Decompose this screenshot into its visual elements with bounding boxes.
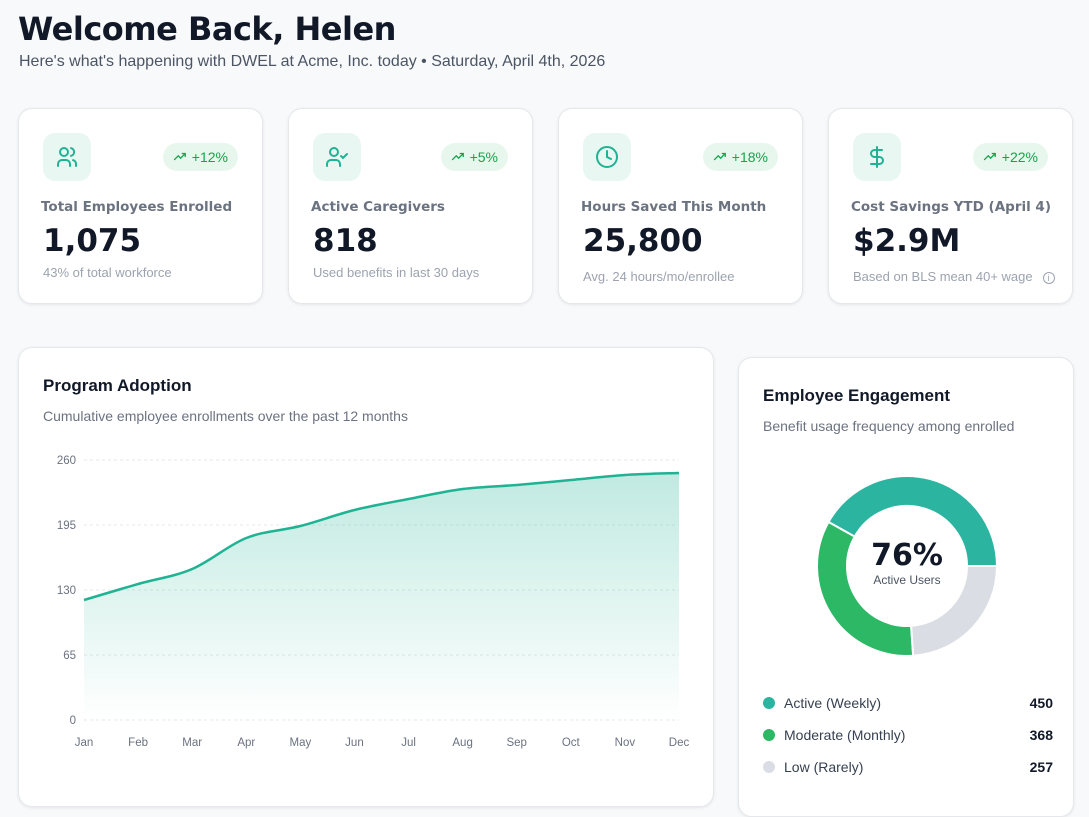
engagement-subtitle: Benefit usage frequency among enrolled <box>763 418 1015 434</box>
donut-slice[interactable] <box>827 475 999 567</box>
x-tick-label: Dec <box>669 737 690 749</box>
stat-note: Based on BLS mean 40+ wage i <box>853 269 1055 284</box>
x-tick-label: Apr <box>237 737 255 749</box>
data-point[interactable] <box>565 474 577 486</box>
data-point[interactable] <box>186 563 198 575</box>
area-fill <box>84 473 679 720</box>
change-badge: +18% <box>702 143 778 171</box>
x-tick-label: Feb <box>128 737 148 749</box>
data-point[interactable] <box>294 520 306 532</box>
users-icon <box>43 133 91 181</box>
stat-label: Active Caregivers <box>311 199 445 215</box>
x-tick-label: Jul <box>401 737 416 749</box>
x-tick-label: Jan <box>75 737 94 749</box>
x-tick-label: Jun <box>345 737 364 749</box>
donut-center-label: Active Users <box>873 573 941 587</box>
trending-up-icon <box>173 152 186 161</box>
x-tick-label: Sep <box>506 737 526 749</box>
legend-item: Low (Rarely) 257 <box>763 759 1053 775</box>
stat-value: 1,075 <box>43 223 142 259</box>
stat-value: $2.9M <box>853 223 961 259</box>
dollar-icon <box>853 133 901 181</box>
data-point[interactable] <box>240 532 252 544</box>
data-point[interactable] <box>348 504 360 516</box>
stat-label: Cost Savings YTD (April 4) <box>851 199 1051 215</box>
data-point[interactable] <box>673 467 685 479</box>
program-adoption-card: Program Adoption Cumulative employee enr… <box>18 347 714 807</box>
engagement-donut <box>816 475 999 657</box>
stat-label: Hours Saved This Month <box>581 199 767 215</box>
legend-value: 257 <box>1029 759 1053 775</box>
data-point[interactable] <box>403 493 415 505</box>
y-tick-label: 195 <box>57 520 76 532</box>
stat-card: +18% Hours Saved This Month 25,800 Avg. … <box>558 108 803 304</box>
y-tick-label: 65 <box>63 650 76 662</box>
stat-value: 25,800 <box>583 223 703 259</box>
data-point[interactable] <box>457 483 469 495</box>
clock-icon <box>583 133 631 181</box>
stat-card: +5% Active Caregivers 818 Used benefits … <box>288 108 533 304</box>
user-check-icon <box>313 133 361 181</box>
legend-label: Moderate (Monthly) <box>784 727 906 743</box>
engagement-title: Employee Engagement <box>763 386 951 405</box>
stat-card: +22% Cost Savings YTD (April 4) $2.9M Ba… <box>828 108 1073 304</box>
legend-value: 450 <box>1029 695 1053 711</box>
stat-note: Avg. 24 hours/mo/enrollee <box>583 269 735 284</box>
info-icon[interactable]: i <box>1042 272 1055 284</box>
x-tick-label: Mar <box>182 737 202 749</box>
donut-slice[interactable] <box>816 520 915 657</box>
adoption-subtitle: Cumulative employee enrollments over the… <box>43 408 408 424</box>
data-point[interactable] <box>619 469 631 481</box>
adoption-chart: 0 65 130 195 260 Jan Feb Mar Apr May Jun Jul Aug Sep O… <box>57 455 690 749</box>
x-tick-label: May <box>289 737 311 749</box>
x-tick-label: Nov <box>615 737 636 749</box>
series-line <box>83 471 680 602</box>
legend-dot <box>763 729 775 741</box>
change-badge: +5% <box>440 143 508 171</box>
x-tick-label: Oct <box>562 737 581 749</box>
stat-card: +12% Total Employees Enrolled 1,075 43% … <box>18 108 263 304</box>
donut-slice[interactable] <box>910 565 999 657</box>
change-badge: +12% <box>162 143 238 171</box>
legend-dot <box>763 761 775 773</box>
legend-label: Active (Weekly) <box>784 695 881 711</box>
page-subtitle: Here's what's happening with DWEL at Acm… <box>19 53 606 70</box>
legend-item: Moderate (Monthly) 368 <box>763 727 1053 743</box>
stat-value: 818 <box>313 223 378 259</box>
trending-up-icon <box>451 152 464 161</box>
legend-dot <box>763 697 775 709</box>
trending-up-icon <box>983 152 996 161</box>
stat-note: 43% of total workforce <box>43 265 172 280</box>
adoption-title: Program Adoption <box>43 376 192 395</box>
trending-up-icon <box>713 152 726 161</box>
data-point[interactable] <box>78 594 90 606</box>
legend-value: 368 <box>1029 727 1053 743</box>
y-tick-label: 260 <box>57 455 76 467</box>
y-tick-label: 0 <box>70 715 76 727</box>
stat-label: Total Employees Enrolled <box>41 199 233 215</box>
donut-center-value: 76% <box>871 538 943 573</box>
employee-engagement-card: Employee Engagement Benefit usage freque… <box>738 357 1074 817</box>
legend-item: Active (Weekly) 450 <box>763 695 1053 711</box>
data-point[interactable] <box>132 578 144 590</box>
x-tick-label: Aug <box>452 737 472 749</box>
stat-note: Used benefits in last 30 days <box>313 265 480 280</box>
data-point[interactable] <box>511 479 523 491</box>
y-tick-label: 130 <box>57 585 76 597</box>
legend-label: Low (Rarely) <box>784 759 864 775</box>
page-title: Welcome Back, Helen <box>18 10 396 48</box>
change-badge: +22% <box>972 143 1048 171</box>
